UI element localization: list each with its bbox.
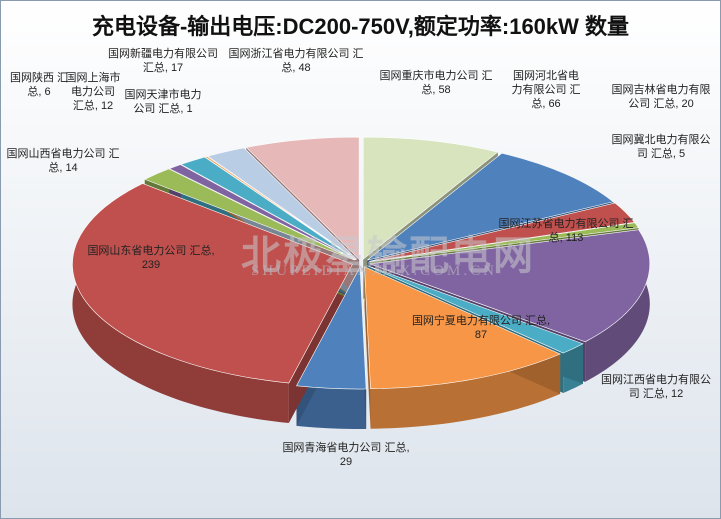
label-category: 国网宁夏电力有限公司 汇总 (411, 315, 547, 327)
slice-edge (364, 266, 371, 429)
label-value: 12 (670, 388, 684, 400)
slice-side (296, 385, 367, 430)
data-label: 国网天津市电力公司 汇总, 1 (124, 89, 202, 115)
label-category: 国网河北省电力有限公司 汇总 (511, 70, 581, 110)
label-category: 国网江苏省电力有限公司 汇总 (498, 218, 634, 244)
data-label: 国网河北省电力有限公司 汇总, 66 (511, 70, 581, 110)
data-label: 国网江西省电力有限公司 汇总, 12 (601, 374, 711, 400)
label-value: 239 (141, 259, 161, 271)
data-label: 国网浙江省电力有限公司 汇总, 48 (228, 48, 364, 74)
label-value: 113 (565, 232, 584, 244)
slice (367, 152, 614, 261)
slice-side (585, 229, 650, 382)
slice (245, 136, 360, 260)
data-label: 国网江苏省电力有限公司 汇总, 113 (498, 218, 634, 244)
label-category: 国网天津市电力公司 汇总 (124, 89, 202, 115)
data-label: 国网山西省电力公司 汇总, 14 (6, 148, 120, 174)
slice-side (72, 183, 289, 424)
label-category: 国网吉林省电力有限公司 汇总 (611, 84, 711, 110)
data-label: 国网吉林省电力有限公司 汇总, 20 (611, 84, 711, 110)
label-category: 国网江西省电力有限公司 汇总 (601, 374, 711, 400)
label-value: 12 (100, 100, 114, 112)
label-value: 48 (298, 62, 311, 74)
slice (144, 168, 355, 261)
data-label: 国网上海市电力公司 汇总, 12 (65, 72, 121, 112)
label-category: 国网新疆电力有限公司 汇总 (108, 48, 218, 74)
label-value: 29 (339, 456, 353, 468)
label-value: 17 (170, 62, 184, 74)
watermark-sub: SHUPEIDIAN.BJX.COM.CN (251, 263, 497, 279)
data-label: 国网山东省电力公司 汇总, 239 (87, 245, 215, 271)
slice (296, 265, 367, 390)
label-category: 国网重庆市电力公司 汇总 (379, 70, 493, 96)
label-category: 国网山东省电力公司 汇总 (87, 245, 212, 257)
label-value: 58 (438, 84, 451, 96)
data-label: 国网青海省电力公司 汇总, 29 (282, 442, 410, 468)
data-label: 国网新疆电力有限公司 汇总, 17 (108, 48, 218, 74)
label-value: 87 (474, 329, 488, 341)
slice (180, 156, 356, 260)
slice (367, 265, 584, 354)
label-category: 国网山西省电力公司 汇总 (6, 148, 120, 174)
data-label: 国网陕西 汇总, 6 (9, 72, 69, 98)
label-value: 14 (65, 162, 78, 174)
label-category: 国网浙江省电力有限公司 汇总 (228, 48, 364, 74)
data-label: 国网宁夏电力有限公司 汇总, 87 (411, 315, 551, 341)
slice (369, 229, 651, 343)
label-value: 5 (679, 148, 686, 160)
slice (72, 183, 353, 384)
slice (364, 266, 561, 390)
label-value: 1 (186, 103, 193, 115)
slice (369, 222, 639, 263)
watermark: 北极星输配电网 (241, 234, 535, 278)
data-label: 国网冀北电力有限公司 汇总, 5 (611, 134, 711, 160)
slice (369, 202, 636, 262)
chart-title: 充电设备-输出电压:DC200-750V,额定功率:160kW 数量 (91, 14, 630, 39)
label-category: 国网冀北电力有限公司 汇总 (611, 134, 711, 160)
label-category: 国网上海市电力公司 汇总 (65, 72, 121, 112)
slice (362, 136, 499, 260)
slice (168, 164, 356, 261)
label-category: 国网陕西 汇总 (9, 72, 69, 98)
label-category: 国网青海省电力公司 汇总 (282, 442, 407, 454)
label-value: 66 (548, 98, 561, 110)
label-value: 6 (44, 86, 51, 98)
slice (206, 147, 357, 260)
slice (204, 156, 357, 260)
label-value: 20 (681, 98, 694, 110)
data-label: 国网重庆市电力公司 汇总, 58 (379, 70, 493, 96)
